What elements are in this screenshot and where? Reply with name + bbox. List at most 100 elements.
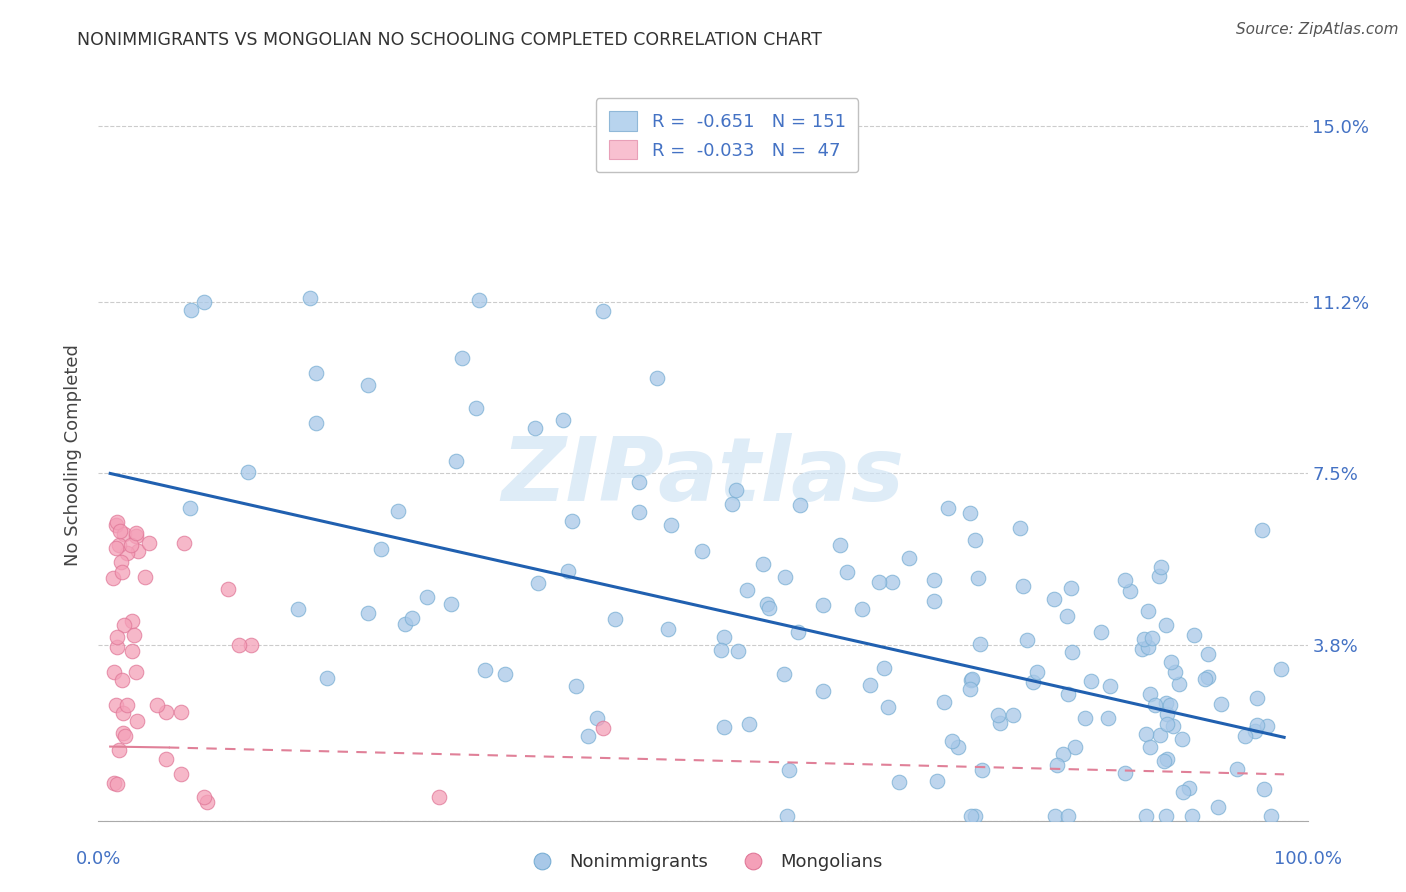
Point: [195, 795, 218, 809]
Point: [427, 790, 450, 805]
Point: [758, 600, 780, 615]
Point: [1046, 757, 1069, 772]
Point: [751, 557, 773, 571]
Point: [988, 715, 1011, 730]
Point: [103, 665, 125, 679]
Point: [927, 773, 949, 788]
Point: [387, 504, 409, 518]
Point: [787, 624, 810, 639]
Point: [105, 541, 128, 555]
Point: [287, 602, 309, 616]
Point: [304, 416, 326, 430]
Point: [960, 673, 983, 687]
Point: [112, 527, 135, 541]
Point: [1090, 625, 1112, 640]
Point: [125, 526, 148, 541]
Point: [468, 293, 491, 308]
Point: [103, 776, 125, 790]
Point: [494, 666, 516, 681]
Point: [1156, 751, 1178, 765]
Point: [561, 514, 583, 528]
Point: [179, 501, 201, 516]
Point: [111, 566, 134, 580]
Point: [527, 576, 550, 591]
Point: [1042, 592, 1064, 607]
Point: [1059, 581, 1081, 595]
Point: [1056, 686, 1078, 700]
Point: [941, 734, 963, 748]
Point: [193, 790, 215, 805]
Point: [1233, 729, 1256, 743]
Point: [1114, 765, 1136, 780]
Point: [1181, 809, 1204, 823]
Point: [105, 515, 128, 529]
Point: [1139, 688, 1161, 702]
Point: [1154, 617, 1177, 632]
Point: [1052, 747, 1074, 762]
Point: [959, 809, 981, 823]
Point: [960, 672, 983, 686]
Point: [970, 764, 993, 778]
Point: [557, 565, 579, 579]
Point: [605, 612, 627, 626]
Point: [122, 628, 145, 642]
Point: [551, 412, 574, 426]
Point: [880, 575, 903, 590]
Point: [124, 665, 146, 680]
Point: [125, 714, 148, 728]
Point: [1156, 707, 1178, 722]
Point: [1171, 784, 1194, 798]
Point: [115, 546, 138, 560]
Point: [1056, 809, 1078, 823]
Point: [1153, 754, 1175, 768]
Point: [105, 698, 128, 712]
Point: [710, 642, 733, 657]
Point: [932, 695, 955, 709]
Point: [1150, 560, 1173, 574]
Point: [735, 582, 758, 597]
Point: [1209, 697, 1232, 711]
Point: [112, 617, 135, 632]
Point: [922, 573, 945, 587]
Point: [592, 304, 614, 318]
Point: [474, 663, 496, 677]
Point: [713, 630, 735, 644]
Point: [217, 582, 239, 597]
Point: [1244, 724, 1267, 739]
Point: [1022, 675, 1045, 690]
Point: [830, 538, 852, 552]
Point: [811, 683, 834, 698]
Point: [778, 763, 800, 777]
Point: [108, 524, 131, 539]
Point: [169, 767, 191, 781]
Point: [889, 774, 911, 789]
Point: [969, 637, 991, 651]
Text: Source: ZipAtlas.com: Source: ZipAtlas.com: [1236, 22, 1399, 37]
Point: [1197, 670, 1219, 684]
Text: ZIPatlas: ZIPatlas: [502, 434, 904, 520]
Point: [659, 517, 682, 532]
Point: [146, 698, 169, 712]
Point: [1270, 662, 1292, 676]
Point: [724, 483, 747, 497]
Point: [240, 638, 263, 652]
Point: [1206, 799, 1229, 814]
Point: [1156, 716, 1178, 731]
Point: [105, 777, 128, 791]
Point: [125, 529, 148, 543]
Point: [1260, 809, 1282, 823]
Point: [112, 706, 135, 720]
Point: [236, 465, 259, 479]
Point: [946, 740, 969, 755]
Point: [1253, 782, 1275, 797]
Point: [1194, 672, 1216, 686]
Point: [565, 679, 588, 693]
Point: [1080, 673, 1102, 688]
Point: [298, 291, 321, 305]
Point: [1246, 718, 1268, 732]
Point: [851, 602, 873, 616]
Point: [1133, 632, 1156, 647]
Point: [1178, 781, 1201, 796]
Point: [357, 378, 380, 392]
Point: [120, 538, 142, 552]
